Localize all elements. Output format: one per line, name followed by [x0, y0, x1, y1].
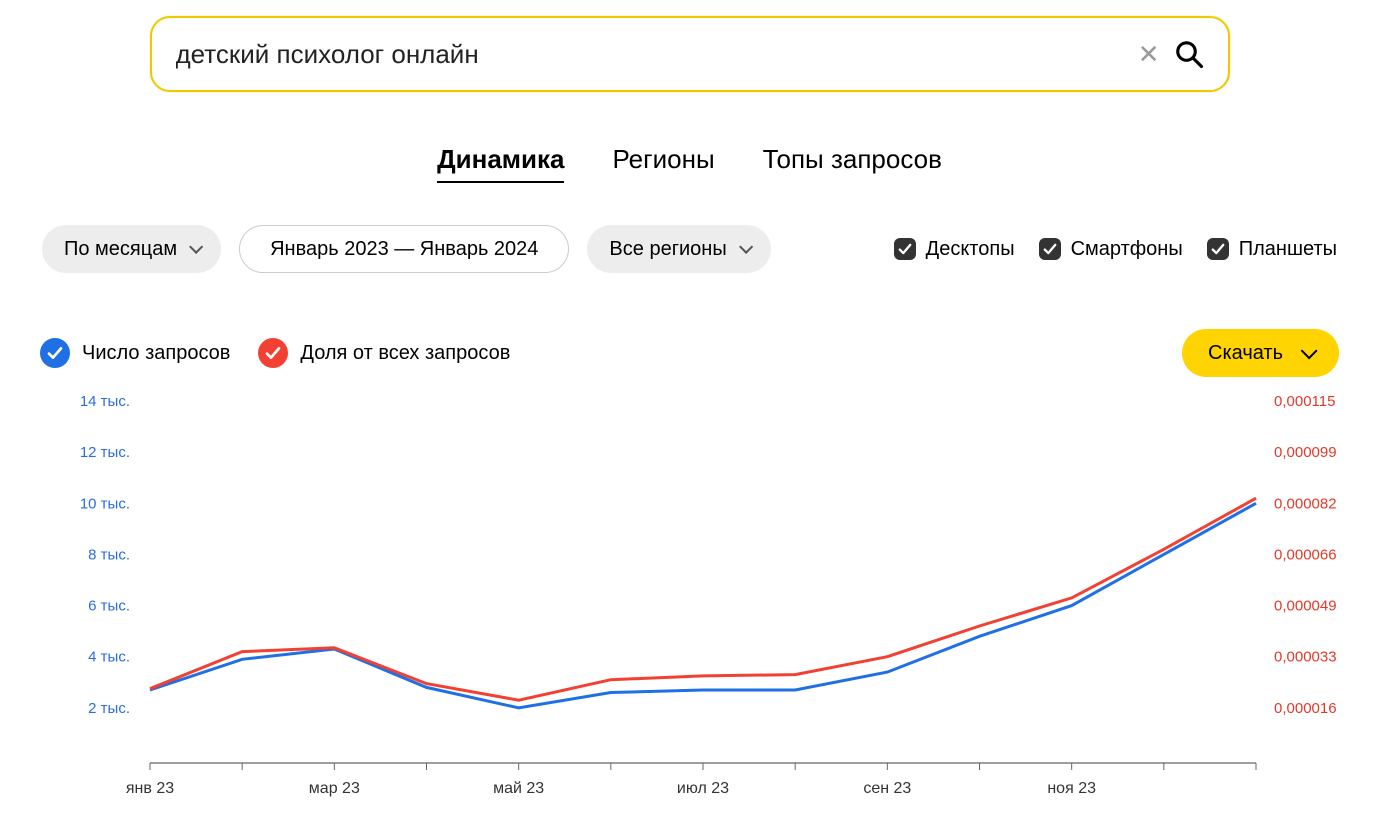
svg-text:мар 23: мар 23	[309, 780, 360, 797]
search-button[interactable]	[1174, 39, 1204, 69]
svg-text:2 тыс.: 2 тыс.	[88, 700, 130, 717]
check-desktop-label: Десктопы	[926, 238, 1015, 261]
region-label: Все регионы	[609, 238, 726, 261]
svg-text:0,000082: 0,000082	[1274, 495, 1336, 512]
svg-text:4 тыс.: 4 тыс.	[88, 649, 130, 666]
legend-series-a-label: Число запросов	[82, 342, 230, 365]
svg-text:0,000115 %: 0,000115 %	[1274, 393, 1336, 410]
chart-svg: 2 тыс. 4 тыс. 6 тыс. 8 тыс. 10 тыс. 12 тыс. 14…	[40, 391, 1336, 807]
date-range-label: Январь 2023 — Январь 2024	[270, 238, 538, 261]
svg-text:6 тыс.: 6 тыс.	[88, 598, 130, 615]
svg-text:янв 23: янв 23	[126, 780, 174, 797]
legend-row: Число запросов Доля от всех запросов Ска…	[40, 329, 1339, 377]
check-desktop[interactable]: Десктопы	[894, 238, 1015, 261]
svg-text:ноя 23: ноя 23	[1047, 780, 1096, 797]
filter-bar: По месяцам Январь 2023 — Январь 2024 Все…	[40, 225, 1339, 273]
svg-text:0,000066: 0,000066	[1274, 546, 1336, 563]
download-button[interactable]: Скачать	[1182, 329, 1339, 377]
check-tablet-label: Планшеты	[1239, 238, 1337, 261]
region-select[interactable]: Все регионы	[587, 225, 770, 273]
search-icon	[1174, 39, 1204, 69]
svg-text:8 тыс.: 8 тыс.	[88, 546, 130, 563]
svg-text:май 23: май 23	[493, 780, 544, 797]
legend-series-a[interactable]: Число запросов	[40, 338, 230, 368]
tab-dynamics[interactable]: Динамика	[437, 144, 564, 183]
svg-text:0,000033: 0,000033	[1274, 649, 1336, 666]
svg-text:июл 23: июл 23	[677, 780, 729, 797]
chevron-down-icon	[189, 240, 203, 254]
date-range-select[interactable]: Январь 2023 — Январь 2024	[239, 225, 569, 273]
svg-text:сен 23: сен 23	[863, 780, 911, 797]
search-box: ✕	[150, 16, 1230, 92]
chart: 2 тыс. 4 тыс. 6 тыс. 8 тыс. 10 тыс. 12 тыс. 14…	[40, 391, 1339, 807]
download-label: Скачать	[1208, 342, 1283, 365]
period-mode-label: По месяцам	[64, 238, 177, 261]
svg-text:0,000099: 0,000099	[1274, 444, 1336, 461]
check-tablet[interactable]: Планшеты	[1207, 238, 1337, 261]
tab-top-queries[interactable]: Топы запросов	[763, 144, 942, 183]
search-input[interactable]	[176, 39, 1124, 70]
chevron-down-icon	[739, 240, 753, 254]
checkbox-icon	[1207, 238, 1229, 260]
clear-icon[interactable]: ✕	[1124, 39, 1174, 70]
legend-series-b-label: Доля от всех запросов	[300, 342, 510, 365]
svg-text:0,000016: 0,000016	[1274, 700, 1336, 717]
svg-text:14 тыс.: 14 тыс.	[80, 393, 130, 410]
legend-dot-blue	[40, 338, 70, 368]
checkbox-icon	[1039, 238, 1061, 260]
checkbox-icon	[894, 238, 916, 260]
svg-text:0,000049: 0,000049	[1274, 598, 1336, 615]
tab-regions[interactable]: Регионы	[612, 144, 714, 183]
chevron-down-icon	[1301, 342, 1318, 359]
legend-dot-red	[258, 338, 288, 368]
check-smartphone[interactable]: Смартфоны	[1039, 238, 1183, 261]
device-checks: Десктопы Смартфоны Планшеты	[894, 238, 1337, 261]
svg-text:12 тыс.: 12 тыс.	[80, 444, 130, 461]
period-mode-select[interactable]: По месяцам	[42, 225, 221, 273]
legend-series-b[interactable]: Доля от всех запросов	[258, 338, 510, 368]
svg-text:10 тыс.: 10 тыс.	[80, 495, 130, 512]
tabs: Динамика Регионы Топы запросов	[40, 144, 1339, 183]
check-smartphone-label: Смартфоны	[1071, 238, 1183, 261]
